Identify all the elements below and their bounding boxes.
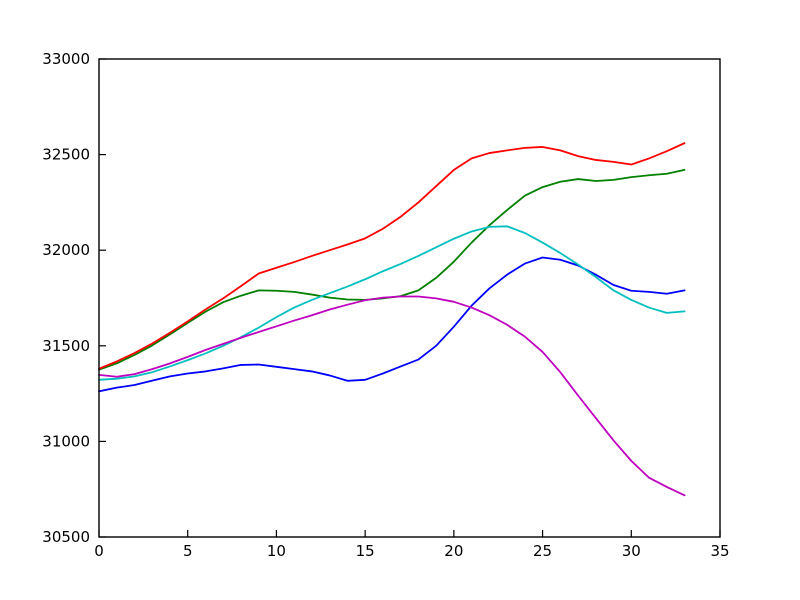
y-tick-label: 33000 (42, 50, 90, 68)
data-series-group (98, 142, 686, 497)
axes-background (99, 59, 720, 537)
y-tick-label: 31000 (42, 432, 90, 450)
x-tick-label: 30 (622, 542, 641, 560)
x-tick-label: 35 (710, 542, 729, 560)
x-tick-label: 5 (183, 542, 193, 560)
series-magenta (98, 295, 686, 497)
series-red (98, 142, 686, 370)
y-axis-tick-labels: 30500 31000 31500 32000 32500 33000 (42, 50, 90, 546)
series-cyan (98, 225, 686, 381)
x-axis-tick-labels: 0 5 10 15 20 25 30 35 (94, 542, 729, 560)
x-tick-label: 0 (94, 542, 104, 560)
x-tick-label: 15 (356, 542, 375, 560)
x-tick-label: 25 (533, 542, 552, 560)
y-tick-label: 30500 (42, 528, 90, 546)
y-tick-label: 32000 (42, 241, 90, 259)
y-tick-label: 31500 (42, 337, 90, 355)
axes-frame (98, 58, 721, 538)
x-tick-label: 10 (267, 542, 286, 560)
x-tick-label: 20 (444, 542, 463, 560)
y-tick-label: 32500 (42, 146, 90, 164)
